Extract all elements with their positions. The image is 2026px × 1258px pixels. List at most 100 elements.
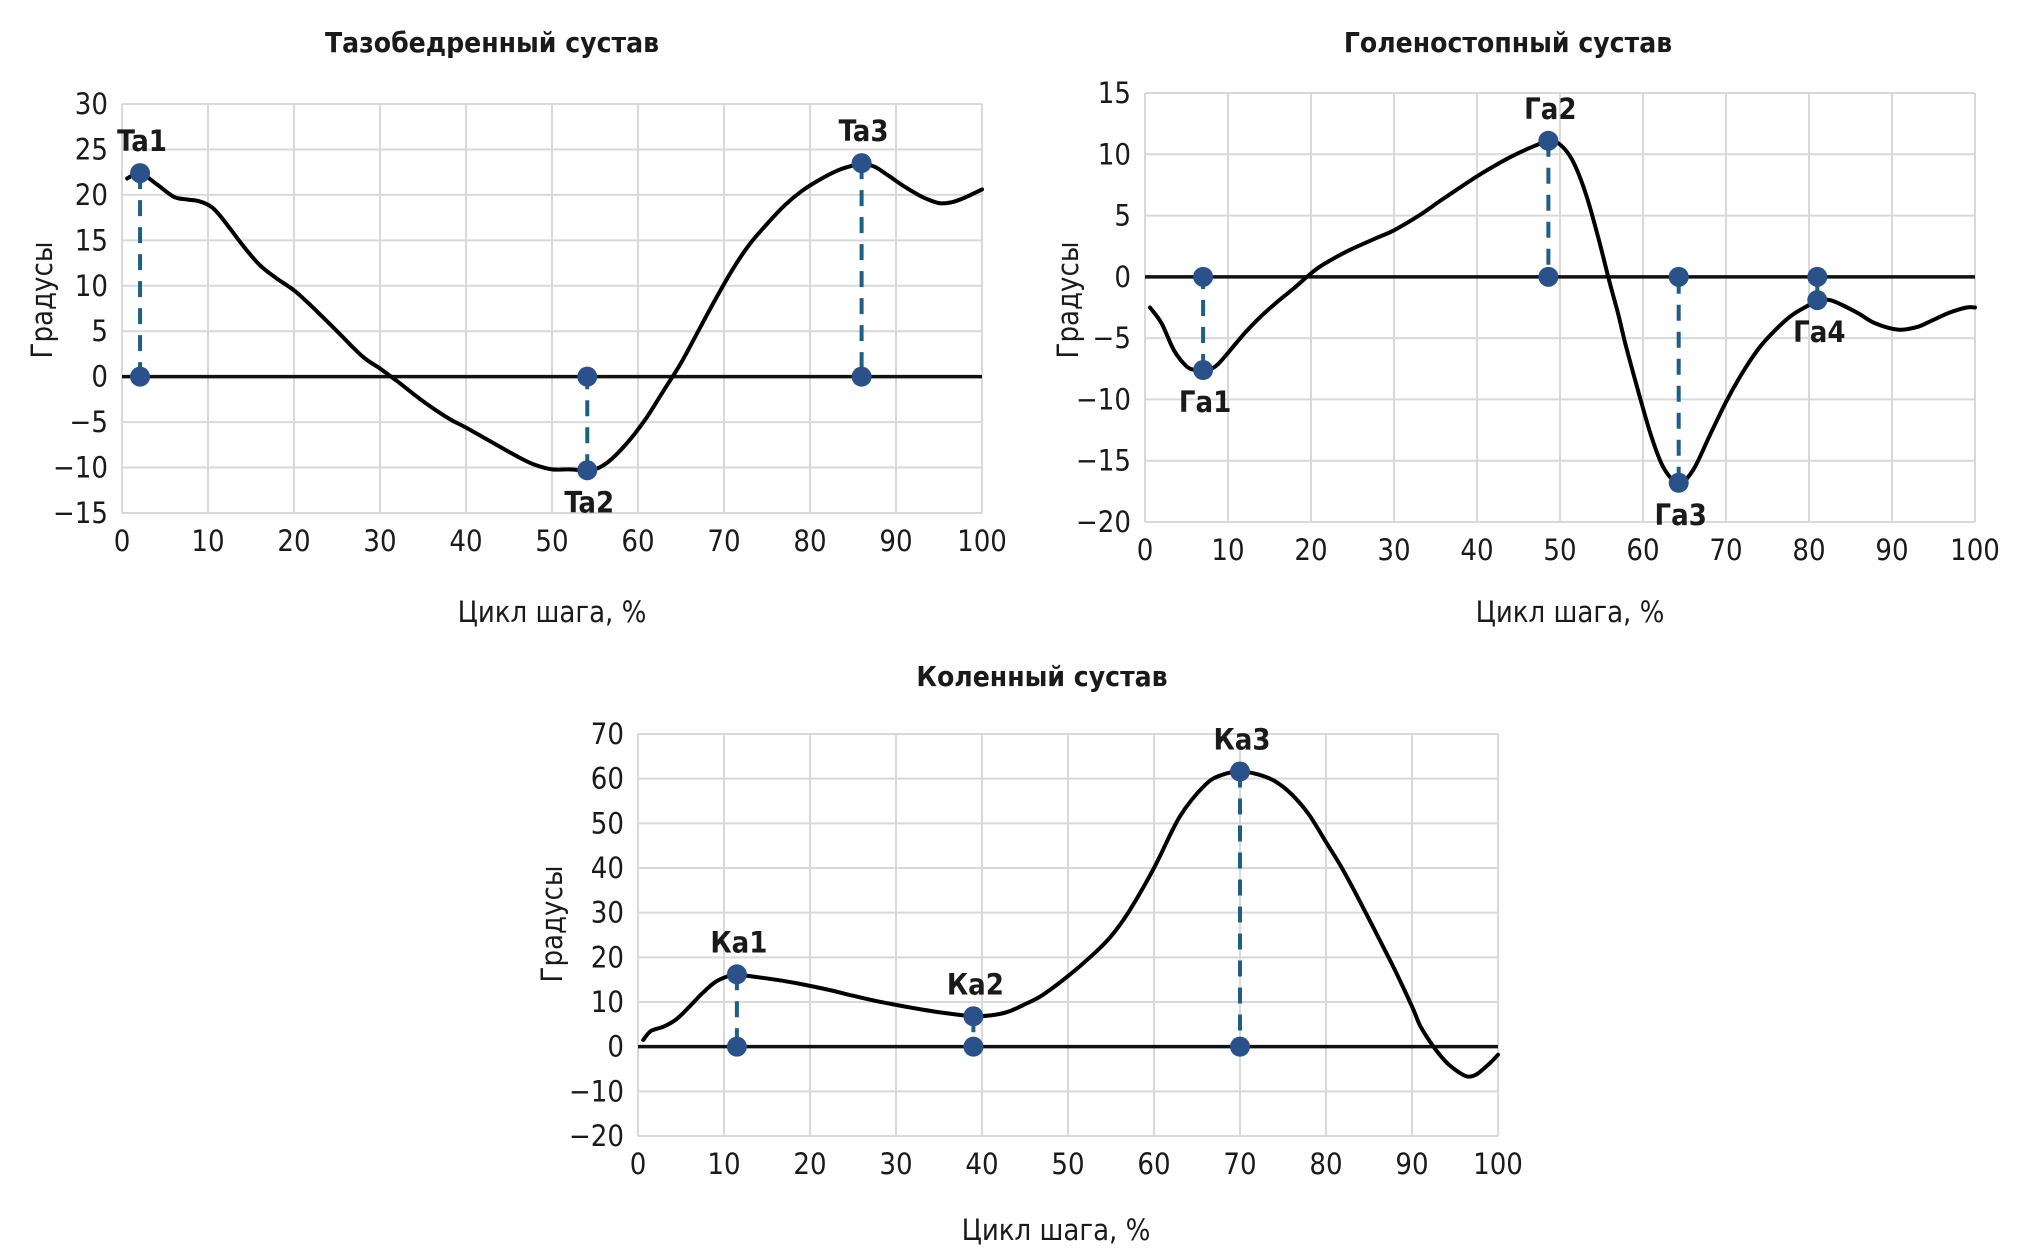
- point-label: Га1: [1179, 385, 1231, 419]
- x-tick-label: 0: [114, 524, 131, 558]
- y-tick-label: −20: [569, 1119, 624, 1153]
- x-tick-label: 90: [1395, 1147, 1428, 1181]
- ankle-chart: Голеностопный сустав Градусы Цикл шага, …: [1051, 26, 2000, 629]
- point-marker: [851, 153, 872, 174]
- y-tick-label: 10: [1098, 137, 1131, 171]
- baseline-marker: [130, 366, 151, 387]
- y-tick-label: 0: [1114, 260, 1131, 294]
- x-axis-title: Цикл шага, %: [962, 1213, 1151, 1247]
- point-marker: [130, 163, 151, 184]
- point-label: Ta2: [564, 485, 614, 519]
- x-tick-label: 20: [277, 524, 310, 558]
- point-marker: [963, 1006, 984, 1027]
- y-tick-label: 30: [591, 896, 624, 930]
- baseline-marker: [577, 366, 598, 387]
- chart-title: Коленный сустав: [916, 660, 1167, 693]
- x-tick-label: 10: [1211, 533, 1244, 567]
- y-tick-label: 40: [591, 851, 624, 885]
- x-tick-label: 70: [1709, 533, 1742, 567]
- x-tick-label: 20: [1294, 533, 1327, 567]
- y-tick-label: 70: [591, 717, 624, 751]
- plot-area: Ta1 Ta2 Ta3: [117, 114, 984, 519]
- baseline-marker: [1193, 266, 1214, 287]
- y-tick-label: 10: [591, 985, 624, 1019]
- x-tick-label: 80: [1309, 1147, 1342, 1181]
- point-marker: [1193, 360, 1214, 381]
- x-tick-label: 60: [621, 524, 654, 558]
- point-marker: [577, 460, 598, 481]
- y-tick-label: 20: [75, 178, 108, 212]
- x-tick-label: 10: [191, 524, 224, 558]
- y-tick-label: −10: [53, 451, 108, 485]
- y-tick-label: 5: [1114, 199, 1131, 233]
- x-tick-label: 20: [793, 1147, 826, 1181]
- baseline-marker: [851, 366, 872, 387]
- baseline-marker: [1807, 266, 1828, 287]
- y-axis-title: Градусы: [1051, 242, 1085, 359]
- y-tick-label: 0: [607, 1030, 624, 1064]
- y-tick-label: 10: [75, 269, 108, 303]
- plot-area: Га1 Га2 Га3 Га4: [1145, 92, 1977, 532]
- y-tick-label: 30: [75, 87, 108, 121]
- x-tick-label: 50: [1543, 533, 1576, 567]
- x-tick-label: 80: [1792, 533, 1825, 567]
- tick-labels: 0 10 20 30 40 50 60 70 80 90 100 −20 −15 −10 −5 0 5 10 15: [1076, 76, 2000, 567]
- baseline-marker: [1538, 266, 1559, 287]
- point-label: Га2: [1524, 92, 1576, 126]
- point-label: Ка3: [1213, 723, 1270, 757]
- x-tick-label: 70: [1223, 1147, 1256, 1181]
- plot-area: Ка1 Ка2 Ка3: [638, 723, 1500, 1079]
- x-tick-label: 100: [1473, 1147, 1523, 1181]
- x-tick-label: 0: [630, 1147, 647, 1181]
- point-marker: [726, 964, 747, 985]
- x-tick-label: 10: [707, 1147, 740, 1181]
- point-marker: [1807, 290, 1828, 311]
- x-tick-label: 50: [535, 524, 568, 558]
- point-label: Ка2: [947, 967, 1004, 1001]
- series-line: [125, 162, 984, 473]
- y-tick-label: 60: [591, 762, 624, 796]
- x-tick-label: 30: [879, 1147, 912, 1181]
- y-tick-label: −20: [1076, 505, 1131, 539]
- point-label: Ка1: [710, 925, 767, 959]
- y-tick-label: 15: [1098, 76, 1131, 110]
- point-marker: [1230, 761, 1250, 782]
- x-tick-label: 90: [1875, 533, 1908, 567]
- x-tick-label: 90: [879, 524, 912, 558]
- x-tick-label: 60: [1137, 1147, 1170, 1181]
- point-label: Га3: [1654, 498, 1706, 532]
- y-axis-title: Градусы: [535, 866, 569, 983]
- tick-labels: 0 10 20 30 40 50 60 70 80 90 100 −15 −10 −5 0 5 10 15 20 25…: [53, 87, 1007, 558]
- tick-labels: 0 10 20 30 40 50 60 70 80 90 100 −20 −10 0 10 20 30 40 50 6…: [569, 717, 1523, 1181]
- chart-title: Тазобедренный сустав: [325, 26, 659, 59]
- baseline-marker: [1668, 266, 1689, 287]
- x-tick-label: 80: [793, 524, 826, 558]
- y-tick-label: 15: [75, 223, 108, 257]
- x-axis-title: Цикл шага, %: [458, 595, 647, 629]
- point-label: Ta1: [117, 124, 167, 158]
- y-tick-label: −15: [1076, 444, 1131, 478]
- y-tick-label: −5: [1093, 321, 1131, 355]
- y-tick-label: −10: [1076, 382, 1131, 416]
- y-axis-title: Градусы: [25, 242, 59, 359]
- chart-title: Голеностопный сустав: [1344, 26, 1672, 59]
- x-tick-label: 40: [965, 1147, 998, 1181]
- baseline-marker: [1230, 1036, 1250, 1057]
- baseline-marker: [963, 1036, 984, 1057]
- y-tick-label: 25: [75, 132, 108, 166]
- point-marker: [1538, 130, 1559, 151]
- x-tick-label: 100: [1950, 533, 2000, 567]
- x-tick-label: 40: [449, 524, 482, 558]
- knee-chart: Коленный сустав Градусы Цикл шага, % 0 10…: [535, 660, 1523, 1247]
- point-marker: [1668, 472, 1689, 493]
- series-line: [641, 769, 1500, 1079]
- x-tick-label: 30: [363, 524, 396, 558]
- y-tick-label: 20: [591, 940, 624, 974]
- point-label: Га4: [1793, 315, 1845, 349]
- x-tick-label: 50: [1051, 1147, 1084, 1181]
- y-tick-label: −15: [53, 496, 108, 530]
- baseline-marker: [726, 1036, 747, 1057]
- x-tick-label: 30: [1377, 533, 1410, 567]
- x-tick-label: 0: [1137, 533, 1154, 567]
